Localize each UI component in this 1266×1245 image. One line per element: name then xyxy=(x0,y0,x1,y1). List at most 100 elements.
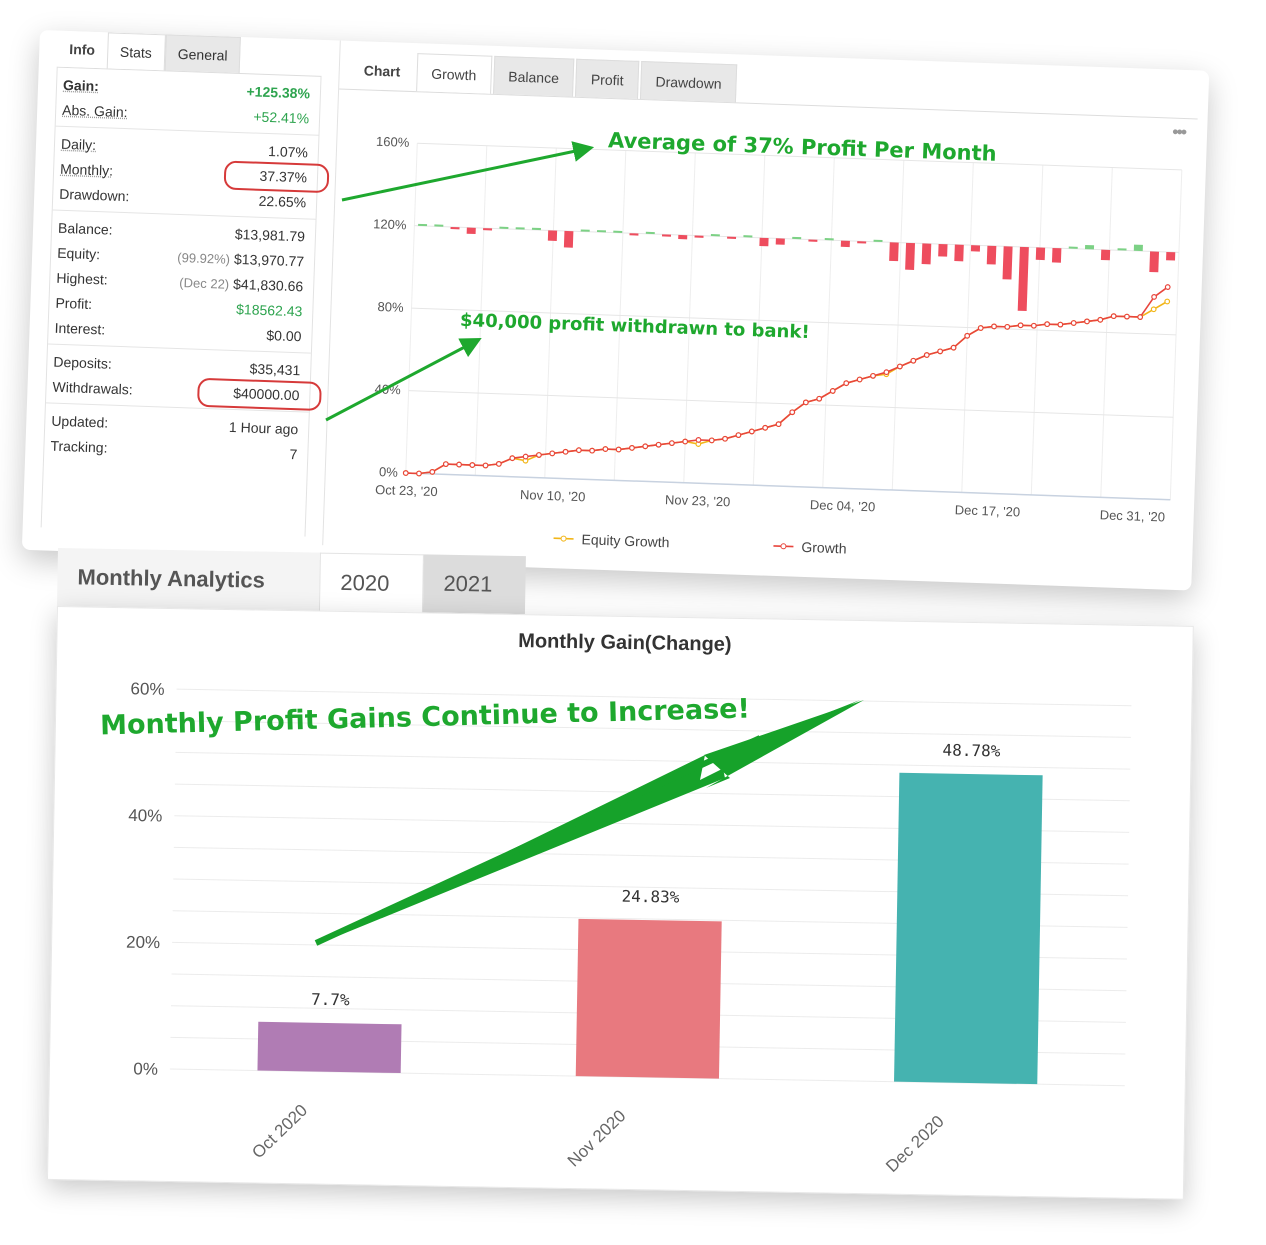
series-point xyxy=(695,437,702,443)
series-point xyxy=(562,448,569,455)
chart-title: Monthly Gain(Change) xyxy=(518,630,732,656)
y-tick-label: 80% xyxy=(377,299,404,315)
series-point xyxy=(762,424,769,431)
series-point xyxy=(549,450,556,457)
daily-bar xyxy=(1133,244,1143,252)
series-point xyxy=(602,446,609,452)
series-point xyxy=(1164,284,1171,290)
daily-bar xyxy=(954,244,964,262)
daily-bar xyxy=(1166,251,1176,261)
grid-line-h xyxy=(176,688,1132,707)
grid-line-h xyxy=(175,720,1131,738)
monthly-gain-panel: Monthly Gain(Change) 0% 20% 40% 60% 7.7% Oct 2… xyxy=(46,605,1194,1200)
daily-bar xyxy=(1084,244,1095,250)
daily-bar xyxy=(1100,249,1111,261)
daily-bar xyxy=(1117,248,1127,251)
daily-bar xyxy=(775,238,785,245)
series-point xyxy=(923,352,930,358)
legend-label: Equity Growth xyxy=(581,531,669,550)
series-point xyxy=(1164,298,1171,305)
daily-bar xyxy=(483,228,493,231)
daily-bar xyxy=(1051,247,1062,263)
series-point xyxy=(748,428,755,435)
series-point xyxy=(536,452,542,458)
monthly-analytics-card: Monthly Analytics 2020 2021 Monthly Gain… xyxy=(46,548,1194,1200)
daily-bar xyxy=(678,234,688,240)
daily-bar xyxy=(1017,246,1029,312)
series-point xyxy=(1097,316,1104,323)
series-point xyxy=(735,432,742,439)
y-tick-label: 0% xyxy=(379,464,399,480)
series-point xyxy=(589,447,595,454)
series-point xyxy=(482,462,489,469)
daily-bar xyxy=(743,235,753,238)
series-point xyxy=(629,445,635,451)
series-point xyxy=(1030,322,1037,329)
x-tick-label: Nov 2020 xyxy=(564,1106,630,1170)
daily-bar xyxy=(547,230,558,241)
daily-bar xyxy=(727,236,737,239)
series-point xyxy=(442,461,449,468)
tab-2021[interactable]: 2021 xyxy=(422,554,526,615)
series-point xyxy=(708,437,715,444)
daily-bar xyxy=(531,227,541,231)
y-tick-label: 120% xyxy=(373,216,407,232)
series-point xyxy=(856,376,863,383)
monthly-gain-chart: Monthly Gain(Change) 0% 20% 40% 60% 7.7% Oct 2… xyxy=(126,630,1132,1176)
series-point xyxy=(883,369,890,376)
daily-bar xyxy=(824,238,834,241)
series-point xyxy=(509,455,516,462)
growth-chart: 0%40%80%120%160%Oct 23, '20 Nov 10, '20 No… xyxy=(373,134,1183,556)
daily-bar xyxy=(857,241,867,244)
daily-bar xyxy=(1002,246,1013,280)
daily-bar xyxy=(1149,251,1160,273)
series-point xyxy=(1004,323,1011,330)
bar-value-label: 24.83% xyxy=(621,887,679,907)
x-tick-label: Dec 2020 xyxy=(882,1112,948,1176)
grid-line-h xyxy=(175,751,1131,770)
series-point xyxy=(722,435,728,442)
series-line-growth xyxy=(405,286,1169,475)
series-point xyxy=(937,348,944,355)
grid-line-h xyxy=(408,390,1174,418)
series-point xyxy=(522,453,529,460)
tab-2020[interactable]: 2020 xyxy=(318,552,424,614)
series-point xyxy=(870,372,876,379)
daily-bar xyxy=(889,242,899,262)
x-tick-label: Dec 31, '20 xyxy=(1099,507,1165,524)
series-point xyxy=(1084,318,1090,325)
series-point xyxy=(829,388,836,394)
series-point xyxy=(964,332,971,339)
bar-nov-2020 xyxy=(575,918,722,1079)
series-point xyxy=(1137,314,1144,320)
series-point xyxy=(1044,321,1051,328)
daily-bar xyxy=(418,223,428,227)
x-tick-label: Dec 04, '20 xyxy=(810,497,876,514)
annotation-arrows-top xyxy=(325,141,595,422)
y-tick-label: 160% xyxy=(376,134,410,150)
increase-arrow-head xyxy=(704,700,864,788)
daily-bar xyxy=(792,236,802,240)
series-point xyxy=(1057,321,1064,328)
series-point xyxy=(495,461,502,467)
monthly-analytics-title: Monthly Analytics xyxy=(56,548,320,611)
bar-value-label: 48.78% xyxy=(942,741,1000,761)
series-point xyxy=(615,446,622,453)
series-point xyxy=(1151,294,1158,300)
y-tick-label: 60% xyxy=(130,679,164,699)
daily-bar xyxy=(629,233,639,236)
daily-bar xyxy=(596,230,607,233)
daily-bar xyxy=(563,230,574,248)
x-axis xyxy=(405,472,1171,501)
series-point xyxy=(991,323,997,330)
grid-line-h xyxy=(411,307,1177,336)
daily-bar xyxy=(970,245,981,252)
daily-bar xyxy=(450,226,460,230)
series-point xyxy=(469,462,476,468)
series-point xyxy=(843,380,850,387)
series-point xyxy=(1150,306,1157,313)
series-point xyxy=(896,363,903,370)
series-point xyxy=(789,409,796,416)
x-tick-label: Oct 23, '20 xyxy=(375,482,438,499)
series-point xyxy=(416,470,422,477)
